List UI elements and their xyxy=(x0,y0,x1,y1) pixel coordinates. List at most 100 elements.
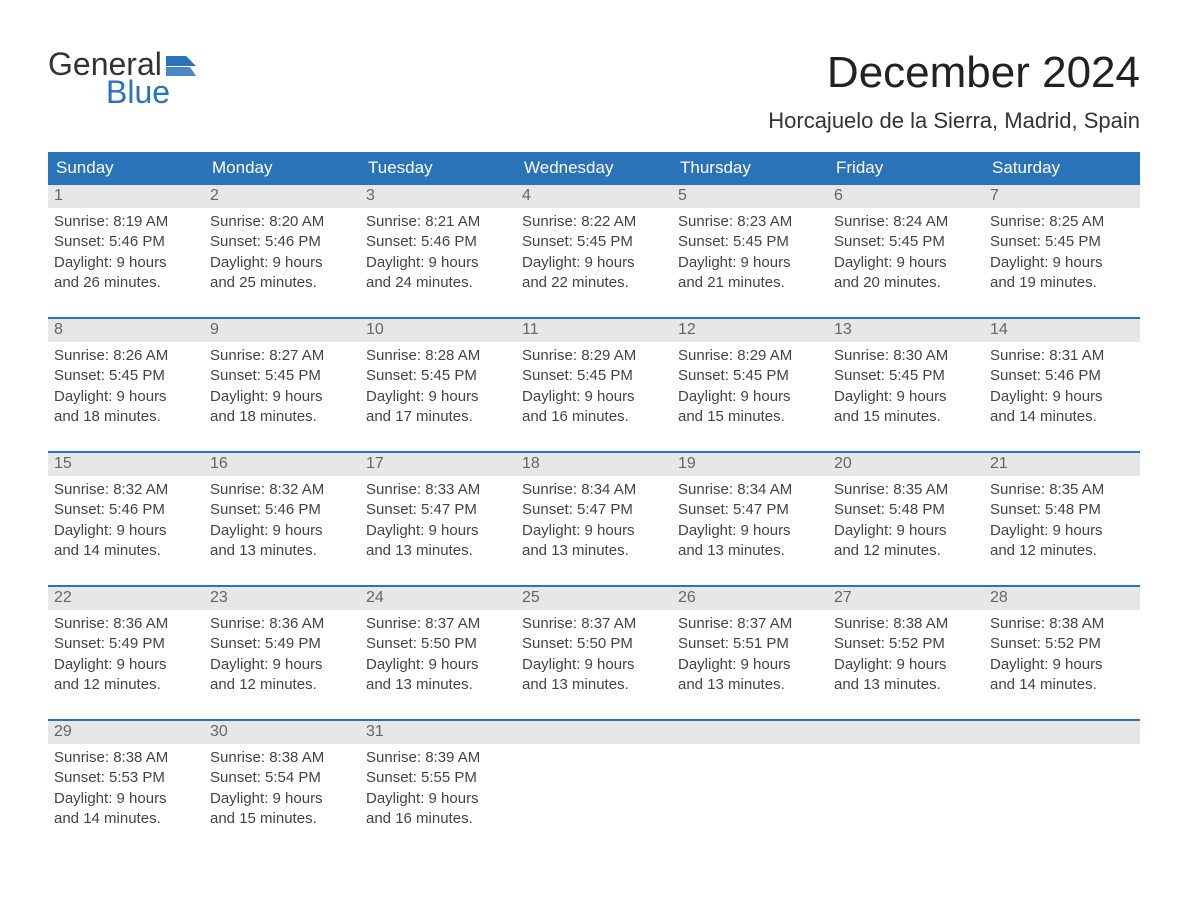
date-number: 2 xyxy=(204,185,360,208)
sunset-text: Sunset: 5:45 PM xyxy=(366,366,510,386)
sunset-text: Sunset: 5:49 PM xyxy=(210,634,354,654)
date-number: 13 xyxy=(828,319,984,342)
sunset-text: Sunset: 5:51 PM xyxy=(678,634,822,654)
sunrise-text: Sunrise: 8:27 AM xyxy=(210,346,354,366)
sunset-text: Sunset: 5:45 PM xyxy=(522,232,666,252)
sunset-text: Sunset: 5:47 PM xyxy=(366,500,510,520)
sunset-text: Sunset: 5:48 PM xyxy=(990,500,1134,520)
calendar-cell: 21 Sunrise: 8:35 AMSunset: 5:48 PMDayligh… xyxy=(984,453,1140,571)
calendar-cell: 2Sunrise: 8:20 AMSunset: 5:46 PMDaylight… xyxy=(204,185,360,303)
date-number-empty xyxy=(828,721,984,744)
daylight-text: and 13 minutes. xyxy=(678,541,822,561)
date-number: 14 xyxy=(984,319,1140,342)
sunset-text: Sunset: 5:47 PM xyxy=(678,500,822,520)
calendar-cell: 3Sunrise: 8:21 AMSunset: 5:46 PMDaylight… xyxy=(360,185,516,303)
daylight-text: and 15 minutes. xyxy=(678,407,822,427)
sunrise-text: Sunrise: 8:28 AM xyxy=(366,346,510,366)
sunrise-text: Sunrise: 8:29 AM xyxy=(522,346,666,366)
sunset-text: Sunset: 5:46 PM xyxy=(990,366,1134,386)
date-number: 21 xyxy=(984,453,1140,476)
date-number: 26 xyxy=(672,587,828,610)
sunset-text: Sunset: 5:48 PM xyxy=(834,500,978,520)
daylight-text: Daylight: 9 hours xyxy=(834,253,978,273)
header: General Blue December 2024 Horcajuelo de… xyxy=(48,48,1140,146)
calendar-cell: 27Sunrise: 8:38 AMSunset: 5:52 PMDayligh… xyxy=(828,587,984,705)
sunrise-text: Sunrise: 8:23 AM xyxy=(678,212,822,232)
sunrise-text: Sunrise: 8:34 AM xyxy=(522,480,666,500)
daylight-text: Daylight: 9 hours xyxy=(366,521,510,541)
date-number: 29 xyxy=(48,721,204,744)
daylight-text: and 14 minutes. xyxy=(54,809,198,829)
calendar: Sunday Monday Tuesday Wednesday Thursday… xyxy=(48,152,1140,839)
calendar-cell xyxy=(984,721,1140,839)
calendar-cell: 7Sunrise: 8:25 AMSunset: 5:45 PMDaylight… xyxy=(984,185,1140,303)
cell-body: Sunrise: 8:34 AMSunset: 5:47 PMDaylight:… xyxy=(672,476,828,567)
daylight-text: and 19 minutes. xyxy=(990,273,1134,293)
sunset-text: Sunset: 5:50 PM xyxy=(522,634,666,654)
daylight-text: and 16 minutes. xyxy=(522,407,666,427)
daylight-text: Daylight: 9 hours xyxy=(990,253,1134,273)
daylight-text: and 13 minutes. xyxy=(522,541,666,561)
cell-body: Sunrise: 8:32 AMSunset: 5:46 PMDaylight:… xyxy=(48,476,204,567)
daylight-text: Daylight: 9 hours xyxy=(210,387,354,407)
calendar-cell: 17Sunrise: 8:33 AMSunset: 5:47 PMDayligh… xyxy=(360,453,516,571)
cell-body: Sunrise: 8:38 AMSunset: 5:52 PMDaylight:… xyxy=(984,610,1140,701)
date-number: 17 xyxy=(360,453,516,476)
day-header-thu: Thursday xyxy=(672,152,828,185)
sunrise-text: Sunrise: 8:32 AM xyxy=(210,480,354,500)
cell-body: Sunrise: 8:33 AMSunset: 5:47 PMDaylight:… xyxy=(360,476,516,567)
calendar-cell: 18Sunrise: 8:34 AMSunset: 5:47 PMDayligh… xyxy=(516,453,672,571)
sunrise-text: Sunrise: 8:39 AM xyxy=(366,748,510,768)
cell-body: Sunrise: 8:38 AMSunset: 5:53 PMDaylight:… xyxy=(48,744,204,835)
sunrise-text: Sunrise: 8:31 AM xyxy=(990,346,1134,366)
sunrise-text: Sunrise: 8:30 AM xyxy=(834,346,978,366)
date-number: 24 xyxy=(360,587,516,610)
daylight-text: and 13 minutes. xyxy=(678,675,822,695)
sunset-text: Sunset: 5:46 PM xyxy=(210,500,354,520)
calendar-cell xyxy=(516,721,672,839)
cell-body: Sunrise: 8:39 AMSunset: 5:55 PMDaylight:… xyxy=(360,744,516,835)
daylight-text: Daylight: 9 hours xyxy=(834,521,978,541)
daylight-text: Daylight: 9 hours xyxy=(54,521,198,541)
sunrise-text: Sunrise: 8:33 AM xyxy=(366,480,510,500)
sunrise-text: Sunrise: 8:38 AM xyxy=(54,748,198,768)
calendar-cell xyxy=(672,721,828,839)
date-number: 19 xyxy=(672,453,828,476)
cell-body: Sunrise: 8:25 AMSunset: 5:45 PMDaylight:… xyxy=(984,208,1140,299)
calendar-cell: 11Sunrise: 8:29 AMSunset: 5:45 PMDayligh… xyxy=(516,319,672,437)
daylight-text: and 13 minutes. xyxy=(366,541,510,561)
sunrise-text: Sunrise: 8:20 AM xyxy=(210,212,354,232)
sunset-text: Sunset: 5:47 PM xyxy=(522,500,666,520)
calendar-cell: 15Sunrise: 8:32 AMSunset: 5:46 PMDayligh… xyxy=(48,453,204,571)
sunrise-text: Sunrise: 8:35 AM xyxy=(990,480,1134,500)
calendar-cell: 20Sunrise: 8:35 AMSunset: 5:48 PMDayligh… xyxy=(828,453,984,571)
day-header-sun: Sunday xyxy=(48,152,204,185)
calendar-cell: 26Sunrise: 8:37 AMSunset: 5:51 PMDayligh… xyxy=(672,587,828,705)
date-number: 30 xyxy=(204,721,360,744)
sunset-text: Sunset: 5:46 PM xyxy=(210,232,354,252)
cell-body: Sunrise: 8:38 AMSunset: 5:52 PMDaylight:… xyxy=(828,610,984,701)
date-number: 12 xyxy=(672,319,828,342)
sunrise-text: Sunrise: 8:38 AM xyxy=(834,614,978,634)
calendar-cell: 25Sunrise: 8:37 AMSunset: 5:50 PMDayligh… xyxy=(516,587,672,705)
daylight-text: and 18 minutes. xyxy=(210,407,354,427)
daylight-text: and 12 minutes. xyxy=(54,675,198,695)
cell-body: Sunrise: 8:31 AMSunset: 5:46 PMDaylight:… xyxy=(984,342,1140,433)
calendar-cell: 23Sunrise: 8:36 AMSunset: 5:49 PMDayligh… xyxy=(204,587,360,705)
daylight-text: and 12 minutes. xyxy=(990,541,1134,561)
daylight-text: Daylight: 9 hours xyxy=(210,655,354,675)
date-number: 28 xyxy=(984,587,1140,610)
logo-text-blue: Blue xyxy=(106,76,196,108)
daylight-text: Daylight: 9 hours xyxy=(990,521,1134,541)
cell-body: Sunrise: 8:38 AMSunset: 5:54 PMDaylight:… xyxy=(204,744,360,835)
daylight-text: and 13 minutes. xyxy=(210,541,354,561)
date-number: 5 xyxy=(672,185,828,208)
sunrise-text: Sunrise: 8:24 AM xyxy=(834,212,978,232)
calendar-cell: 4Sunrise: 8:22 AMSunset: 5:45 PMDaylight… xyxy=(516,185,672,303)
sunrise-text: Sunrise: 8:36 AM xyxy=(54,614,198,634)
sunrise-text: Sunrise: 8:29 AM xyxy=(678,346,822,366)
daylight-text: and 12 minutes. xyxy=(834,541,978,561)
sunrise-text: Sunrise: 8:26 AM xyxy=(54,346,198,366)
daylight-text: Daylight: 9 hours xyxy=(522,655,666,675)
date-number: 22 xyxy=(48,587,204,610)
